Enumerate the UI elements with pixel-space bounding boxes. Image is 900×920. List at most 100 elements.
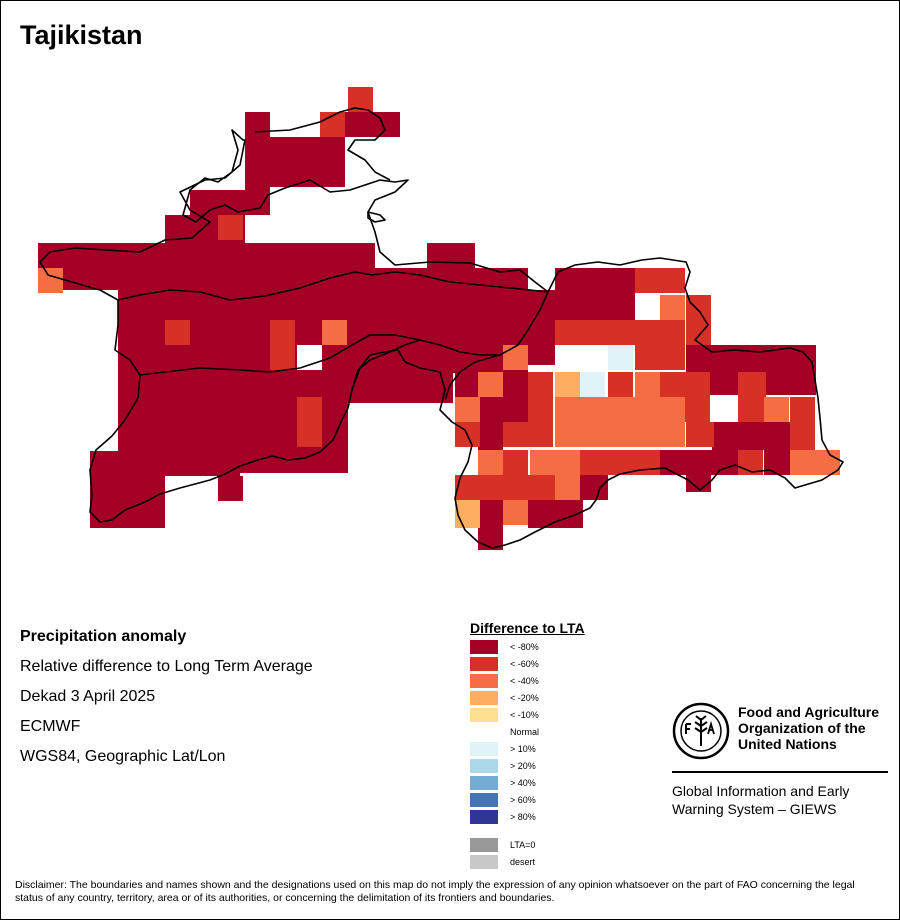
legend: Difference to LTA < -80% < -60% < -40% < -2… [470, 620, 585, 869]
internal-boundary-west [117, 271, 549, 301]
legend-label: > 60% [510, 795, 536, 805]
legend-swatch [470, 838, 498, 852]
grid-cell [555, 268, 635, 320]
lake-outline [367, 211, 386, 223]
legend-swatch [470, 810, 498, 824]
grid-cell [245, 112, 270, 137]
grid-cell [218, 215, 243, 240]
grid-cell [738, 372, 766, 422]
metadata-period: Dekad 3 April 2025 [20, 688, 156, 705]
grid-cell [635, 268, 685, 293]
grid-cell [660, 450, 740, 475]
grid-cell [503, 345, 528, 370]
legend-label: Normal [510, 727, 540, 737]
grid-cell [118, 373, 453, 403]
grid-cell [455, 475, 555, 500]
legend-label: desert [510, 857, 536, 867]
legend-swatch [470, 640, 498, 654]
grid-cell [555, 475, 580, 500]
grid-cell [478, 450, 503, 475]
grid-cell [712, 422, 792, 450]
grid-cell [478, 395, 528, 425]
legend-title: Difference to LTA [470, 620, 585, 636]
grid-cell [455, 372, 480, 397]
legend-label: > 20% [510, 761, 536, 771]
grid-cell [530, 450, 580, 475]
grid-cell [555, 320, 685, 345]
legend-swatch [470, 657, 498, 671]
grid-cell [297, 397, 322, 447]
legend-swatch [470, 691, 498, 705]
grid-cell [478, 500, 503, 550]
grid-cell [218, 476, 243, 501]
grid-cell [503, 422, 553, 447]
grid-cell [608, 372, 633, 397]
legend-swatch [470, 759, 498, 773]
grid-cell [528, 290, 555, 365]
legend-label: > 80% [510, 812, 536, 822]
legend-label: < -80% [510, 642, 539, 652]
legend-swatch [470, 725, 498, 739]
legend-label: > 40% [510, 778, 536, 788]
grid-cell [503, 450, 528, 475]
grid-cell [764, 397, 789, 422]
legend-swatch [470, 793, 498, 807]
map-title: Tajikistan [20, 20, 143, 50]
legend-label: < -40% [510, 676, 539, 686]
legend-label: < -60% [510, 659, 539, 669]
country-boundary [39, 107, 844, 549]
grid-cell [764, 450, 792, 475]
grid-cell [245, 137, 345, 187]
grid-cell [118, 403, 148, 451]
grid-cell [790, 450, 840, 475]
grid-cell [297, 345, 322, 370]
fao-emblem-icon [672, 702, 730, 760]
grid-cell [608, 345, 633, 370]
internal-boundary-south [139, 334, 500, 376]
giews-name: Global Information and Early Warning Sys… [672, 782, 892, 818]
legend-label: LTA=0 [510, 840, 536, 850]
disclaimer: Disclaimer: The boundaries and names sho… [15, 879, 855, 904]
grid-cell [790, 397, 815, 422]
grid-cell [165, 320, 190, 345]
boundary-north-tip [254, 107, 391, 181]
grid-cell [686, 422, 714, 447]
metadata-projection: WGS84, Geographic Lat/Lon [20, 748, 226, 765]
giews-line-2: Warning System – GIEWS [672, 801, 837, 817]
grid-cell [580, 372, 605, 397]
grid-cell [90, 451, 165, 528]
grid-cell [38, 268, 63, 293]
grid-cell [345, 112, 375, 137]
grid-cell [580, 450, 660, 475]
fao-name-line-1: Food and Agriculture [738, 704, 880, 720]
metadata-description: Relative difference to Long Term Average [20, 658, 313, 675]
grid-cell [322, 320, 347, 345]
legend-swatch [470, 742, 498, 756]
grid-cell [348, 87, 373, 112]
fao-name: Food and Agriculture Organization of the… [738, 704, 898, 752]
grid-cell [635, 345, 685, 370]
anomaly-map [38, 87, 844, 550]
grid-cell [375, 112, 400, 137]
legend-label: > 10% [510, 744, 536, 754]
legend-label: < -10% [510, 710, 539, 720]
grid-cell [478, 372, 503, 397]
legend-label: < -20% [510, 693, 539, 703]
fao-name-line-2: Organization of the [738, 720, 866, 736]
grid-cell [270, 320, 295, 370]
grid-cell [478, 425, 503, 450]
grid-cell [555, 372, 580, 397]
grid-cell [580, 475, 608, 500]
giews-line-1: Global Information and Early [672, 783, 850, 799]
legend-swatch [470, 855, 498, 869]
grid-cell [455, 397, 480, 422]
legend-swatch [470, 674, 498, 688]
grid-cell [503, 500, 528, 525]
metadata-heading: Precipitation anomaly [20, 628, 187, 645]
grid-cell [790, 422, 815, 450]
logo-divider [672, 771, 888, 773]
map-metadata: Precipitation anomaly Relative differenc… [20, 626, 313, 776]
grid-cell [528, 372, 553, 422]
boundary-outline [39, 129, 844, 549]
internal-boundary-river [351, 339, 421, 391]
